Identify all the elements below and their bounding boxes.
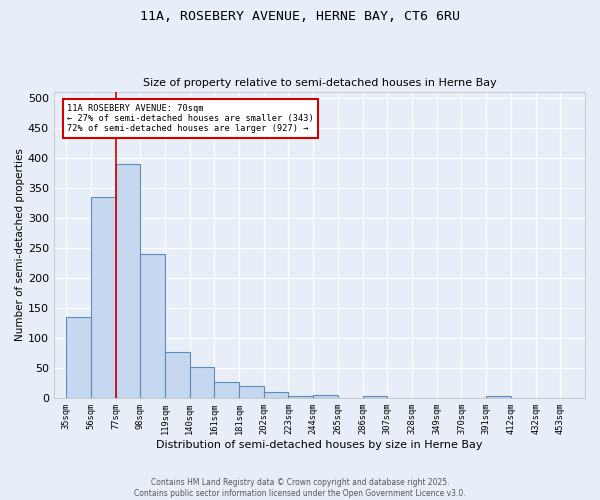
Bar: [190, 367, 214, 398]
Bar: [264, 392, 289, 398]
X-axis label: Distribution of semi-detached houses by size in Herne Bay: Distribution of semi-detached houses by …: [156, 440, 482, 450]
Bar: [140, 254, 165, 398]
Title: Size of property relative to semi-detached houses in Herne Bay: Size of property relative to semi-detach…: [143, 78, 496, 88]
Bar: [362, 396, 388, 398]
Bar: [91, 196, 116, 398]
Text: Contains HM Land Registry data © Crown copyright and database right 2025.
Contai: Contains HM Land Registry data © Crown c…: [134, 478, 466, 498]
Bar: [239, 386, 264, 398]
Bar: [486, 396, 511, 398]
Y-axis label: Number of semi-detached properties: Number of semi-detached properties: [15, 148, 25, 342]
Bar: [289, 396, 313, 398]
Bar: [313, 395, 338, 398]
Text: 11A ROSEBERY AVENUE: 70sqm
← 27% of semi-detached houses are smaller (343)
72% o: 11A ROSEBERY AVENUE: 70sqm ← 27% of semi…: [67, 104, 314, 134]
Bar: [214, 382, 239, 398]
Text: 11A, ROSEBERY AVENUE, HERNE BAY, CT6 6RU: 11A, ROSEBERY AVENUE, HERNE BAY, CT6 6RU: [140, 10, 460, 23]
Bar: [66, 317, 91, 398]
Bar: [116, 164, 140, 398]
Bar: [165, 352, 190, 398]
